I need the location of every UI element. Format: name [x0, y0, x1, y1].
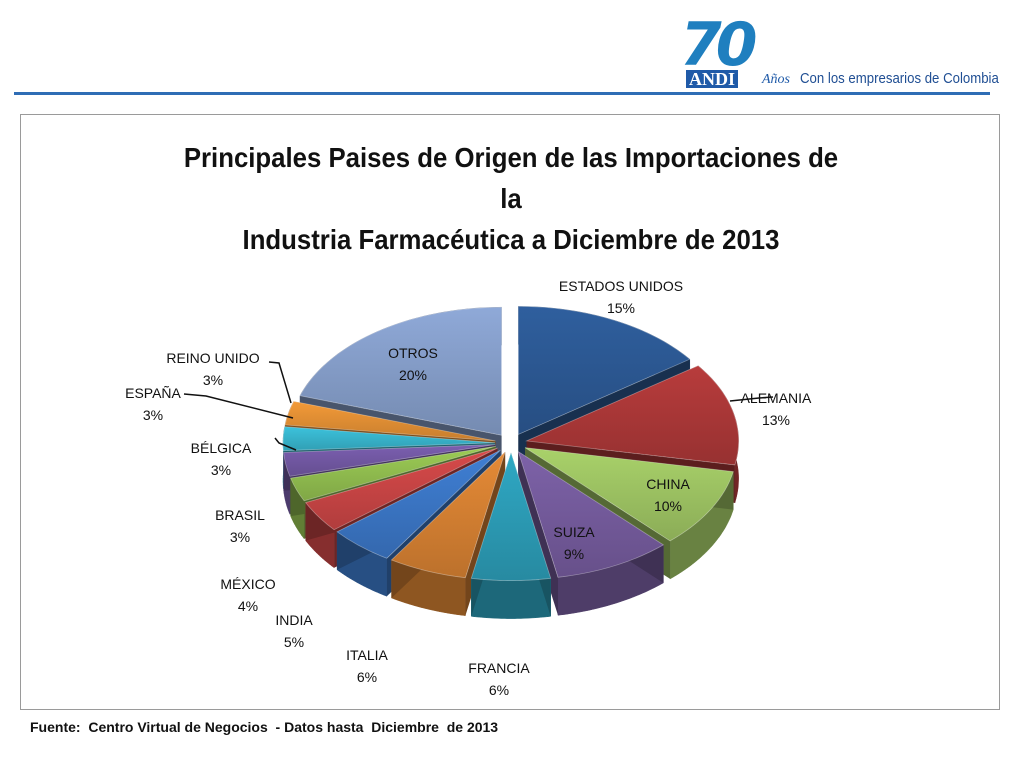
slice-label: REINO UNIDO 3%: [166, 350, 259, 388]
slice-label: BRASIL 3%: [215, 507, 265, 545]
logo-tagline: Con los empresarios de Colombia: [800, 70, 999, 87]
source-note: Fuente: Centro Virtual de Negocios - Dat…: [30, 719, 499, 735]
slice-label-name: OTROS: [388, 345, 438, 361]
slice-label-value: 6%: [489, 682, 509, 698]
pie-slice-top: [470, 451, 552, 581]
slice-label-name: INDIA: [275, 612, 313, 628]
slice-label-name: CHINA: [646, 476, 690, 492]
slice-label-value: 3%: [211, 462, 231, 478]
pie-slice-top: [390, 451, 506, 579]
pie-slice-top: [284, 400, 496, 442]
slice-label-name: SUIZA: [553, 524, 595, 540]
pie-slice-top: [283, 444, 496, 477]
pie-slice-top: [305, 447, 498, 531]
slice-label-value: 15%: [607, 300, 635, 316]
slice-label-name: BÉLGICA: [191, 440, 252, 456]
slice-label: ALEMANIA 13%: [741, 390, 812, 428]
pie-slices: [282, 305, 739, 619]
slice-label: FRANCIA 6%: [468, 660, 530, 698]
chart-title-line-2: Industria Farmacéutica a Diciembre de 20…: [242, 224, 780, 255]
slice-label-value: 20%: [399, 367, 427, 383]
slice-label-name: FRANCIA: [468, 660, 530, 676]
pie-slice-side: [471, 578, 551, 619]
slice-label: ESTADOS UNIDOS 15%: [559, 278, 683, 316]
slice-label: SUIZA 9%: [553, 524, 595, 562]
slice-label-value: 9%: [564, 546, 584, 562]
slice-label-name: BRASIL: [215, 507, 265, 523]
leader-line: [729, 396, 774, 402]
pie-slice-top: [525, 365, 739, 466]
chart-panel: Principales Paises de Origen de las Impo…: [20, 114, 1000, 710]
leader-line: [268, 361, 292, 404]
logo-brand: ANDI: [686, 70, 739, 88]
slice-label-value: 10%: [654, 498, 682, 514]
pie-chart: ESTADOS UNIDOS 15% ALEMANIA 13% CHINA 10% SUIZ…: [125, 278, 812, 698]
slice-label-name: ESTADOS UNIDOS: [559, 278, 683, 294]
andi-logo: 70 ANDI Años Con los empresarios de Colo…: [676, 10, 999, 90]
pie-slice-top: [282, 426, 496, 452]
pie-slice-top: [517, 305, 691, 436]
slice-label-name: REINO UNIDO: [166, 350, 259, 366]
leader-line: [274, 437, 297, 451]
slice-label-value: 4%: [238, 598, 258, 614]
slice-label: INDIA 5%: [275, 612, 313, 650]
slice-label: ITALIA 6%: [346, 647, 388, 685]
pie-slice-top: [336, 449, 501, 559]
slice-label: ESPAÑA 3%: [125, 385, 181, 423]
slice-label-name: ESPAÑA: [125, 385, 181, 401]
leader-line: [183, 393, 294, 419]
slice-label-name: ITALIA: [346, 647, 388, 663]
slice-label-value: 13%: [762, 412, 790, 428]
slice-label-value: 3%: [203, 372, 223, 388]
slice-label-name: ALEMANIA: [741, 390, 812, 406]
slice-label: CHINA 10%: [646, 476, 690, 514]
slice-label: OTROS 20%: [388, 345, 438, 383]
pie-slice-top: [299, 306, 503, 436]
slice-label: BÉLGICA 3%: [191, 440, 252, 478]
slice-label-value: 6%: [357, 669, 377, 685]
chart-title-line-1: Principales Paises de Origen de las Impo…: [183, 142, 839, 214]
slice-label-name: MÉXICO: [220, 576, 275, 592]
slice-label-value: 3%: [143, 407, 163, 423]
pie-slice-italia: [390, 451, 506, 616]
pie-slice-top: [524, 447, 734, 542]
header-divider: [14, 92, 990, 95]
pie-slice-top: [290, 445, 497, 502]
logo-anniversary-number: 70: [680, 10, 757, 80]
slice-label-value: 5%: [284, 634, 304, 650]
pie-slice-top: [517, 450, 665, 578]
slice-label: MÉXICO 4%: [220, 576, 275, 614]
chart-title: Principales Paises de Origen de las Impo…: [171, 137, 852, 260]
pie-slice-suiza: [517, 450, 665, 616]
slice-label-value: 3%: [230, 529, 250, 545]
logo-years: Años: [762, 72, 790, 87]
pie-slice-francia: [470, 451, 552, 619]
